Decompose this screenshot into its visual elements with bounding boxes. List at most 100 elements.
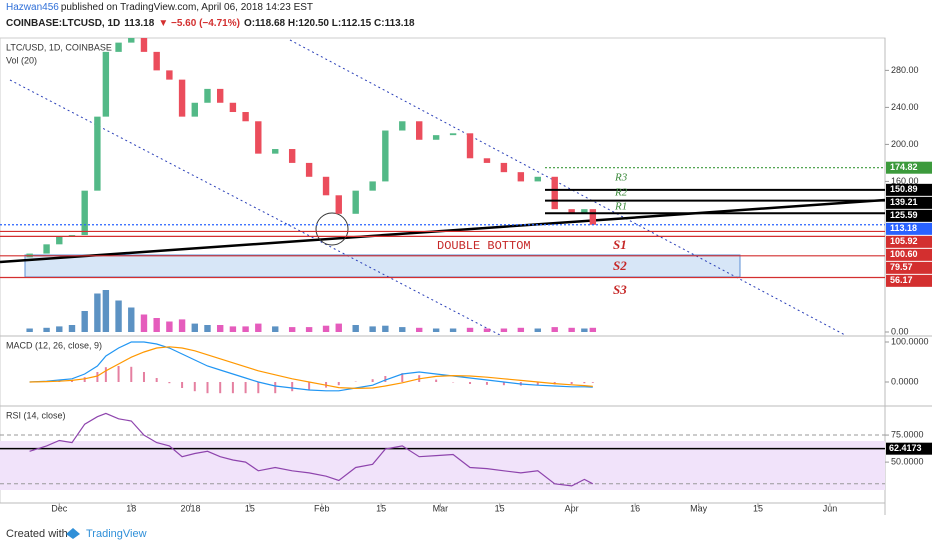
volume-bar: [534, 328, 541, 332]
candle: [166, 70, 173, 80]
y-tick-label: 0.0000: [891, 376, 919, 386]
x-tick-label: 15: [245, 503, 255, 513]
price-badge: [886, 274, 932, 287]
macd-line: [29, 341, 593, 392]
volume-bar: [399, 327, 406, 332]
candle: [449, 133, 457, 136]
volume-bar: [288, 327, 296, 332]
candle: [551, 176, 558, 210]
candle: [255, 121, 262, 154]
candle: [568, 209, 575, 214]
price-badge-label: 150.89: [890, 184, 918, 194]
x-tick-label: Feb: [314, 503, 330, 513]
volume-bar: [81, 311, 88, 332]
candle: [581, 209, 588, 214]
volume-bar: [466, 327, 474, 332]
legend: LTC/USD, 1D, COINBASE: [6, 42, 112, 52]
x-tick-label: 18: [126, 503, 136, 513]
price-badge-label: 56.17: [890, 275, 913, 285]
y-tick-label: 240.00: [891, 102, 919, 112]
candle: [416, 121, 423, 140]
price-badge: [886, 248, 932, 261]
macd-line: [29, 346, 593, 390]
candle: [191, 102, 198, 117]
candle: [466, 133, 474, 159]
volume-bar: [517, 327, 525, 332]
logo: [66, 528, 80, 539]
header-line: Hazwan456 published on TradingView.com, A…: [6, 2, 317, 13]
volume-bar: [305, 327, 313, 332]
price-badge: [886, 235, 932, 248]
volume-bar: [335, 323, 342, 332]
volume-bar: [589, 327, 597, 332]
symbol: COINBASE:LTCUSD, 1D: [6, 18, 121, 29]
support-zone: [24, 254, 741, 278]
volume-bar: [568, 327, 575, 332]
published: published on TradingView.com, April 06, …: [60, 2, 314, 13]
y-tick-label: 50.0000: [891, 456, 924, 466]
rsi-badge-label: 62.4173: [889, 443, 922, 453]
price-badge-label: 100.60: [890, 249, 918, 259]
candle: [534, 176, 541, 182]
legend: RSI (14, close): [6, 410, 66, 420]
candle: [352, 190, 359, 214]
candle: [500, 162, 508, 173]
price-badge-label: 174.82: [890, 162, 918, 172]
volume-bar: [322, 325, 330, 332]
candle: [399, 121, 406, 131]
volume-bar: [352, 325, 359, 332]
volume-bar: [216, 325, 224, 332]
candle: [483, 158, 491, 163]
volume-bar: [166, 321, 173, 332]
pattern-label: DOUBLE BOTTOM: [437, 239, 531, 253]
price-badge-label: 113.18: [890, 223, 917, 233]
annotations: R3 R2 R1 S1 S2 S3 DOUBLE BOTTOM: [437, 172, 628, 297]
x-tick-label: 2018: [181, 503, 201, 513]
candle: [305, 162, 313, 177]
volume-bar: [255, 323, 262, 332]
x-tick-label: Jun: [823, 503, 838, 513]
candle: [517, 172, 525, 182]
candle: [178, 79, 186, 117]
y-tick-label: 280.00: [891, 65, 919, 75]
candle: [115, 42, 122, 52]
y-tick-label: 200.00: [891, 139, 919, 149]
volume-bar: [26, 328, 33, 332]
volume-bar: [115, 300, 122, 332]
x-tick-label: 15: [376, 503, 386, 513]
volume-bar: [140, 314, 148, 332]
volume-bar: [204, 325, 211, 332]
candle: [589, 209, 597, 225]
volume-bar: [581, 328, 588, 332]
level-label: S1: [613, 237, 627, 252]
x-tick-label: Apr: [565, 503, 579, 513]
header-line: COINBASE:LTCUSD, 1D 113.18 ▼ −5.60 (−4.71%…: [6, 18, 419, 29]
footer: Created with: [6, 528, 68, 540]
double-bottom-circle: [315, 212, 349, 246]
candle: [81, 190, 88, 236]
ohlc: O:118.68 H:120.50 L:112.15 C:113.18: [243, 18, 415, 29]
x-tick-label: 16: [630, 503, 640, 513]
candle: [43, 244, 50, 254]
level-label: R1: [614, 201, 627, 213]
y-tick-label: 0.00: [891, 326, 909, 336]
candle: [272, 149, 279, 154]
candle: [369, 181, 376, 191]
x-tick-label: Dec: [51, 503, 68, 513]
volume-bar: [229, 326, 237, 332]
volume-bar: [178, 319, 186, 332]
x-tick-label: 15: [495, 503, 505, 513]
price-pane: [0, 38, 885, 335]
price-badge: [886, 161, 932, 174]
author: Hazwan456: [6, 2, 59, 13]
volume-bar: [500, 328, 508, 332]
candle: [382, 130, 389, 182]
price-badge-label: 79.57: [890, 262, 913, 272]
candle: [102, 51, 110, 117]
volume-bar: [416, 327, 423, 332]
footer-brand: TradingView: [86, 528, 147, 540]
x-tick-label: 15: [753, 503, 763, 513]
volume-bar: [449, 328, 457, 332]
